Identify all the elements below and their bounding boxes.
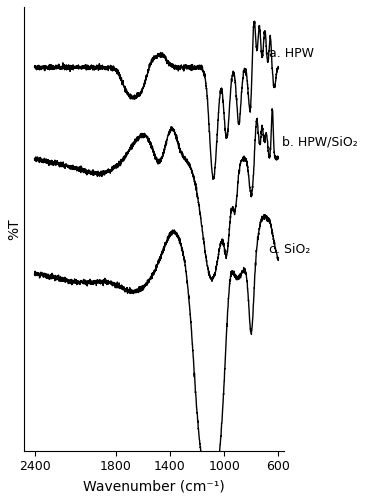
X-axis label: Wavenumber (cm⁻¹): Wavenumber (cm⁻¹) (83, 479, 224, 493)
Text: a. HPW: a. HPW (269, 47, 314, 60)
Y-axis label: %T: %T (7, 218, 21, 240)
Text: c. SiO₂: c. SiO₂ (269, 242, 310, 256)
Text: b. HPW/SiO₂: b. HPW/SiO₂ (283, 136, 358, 148)
